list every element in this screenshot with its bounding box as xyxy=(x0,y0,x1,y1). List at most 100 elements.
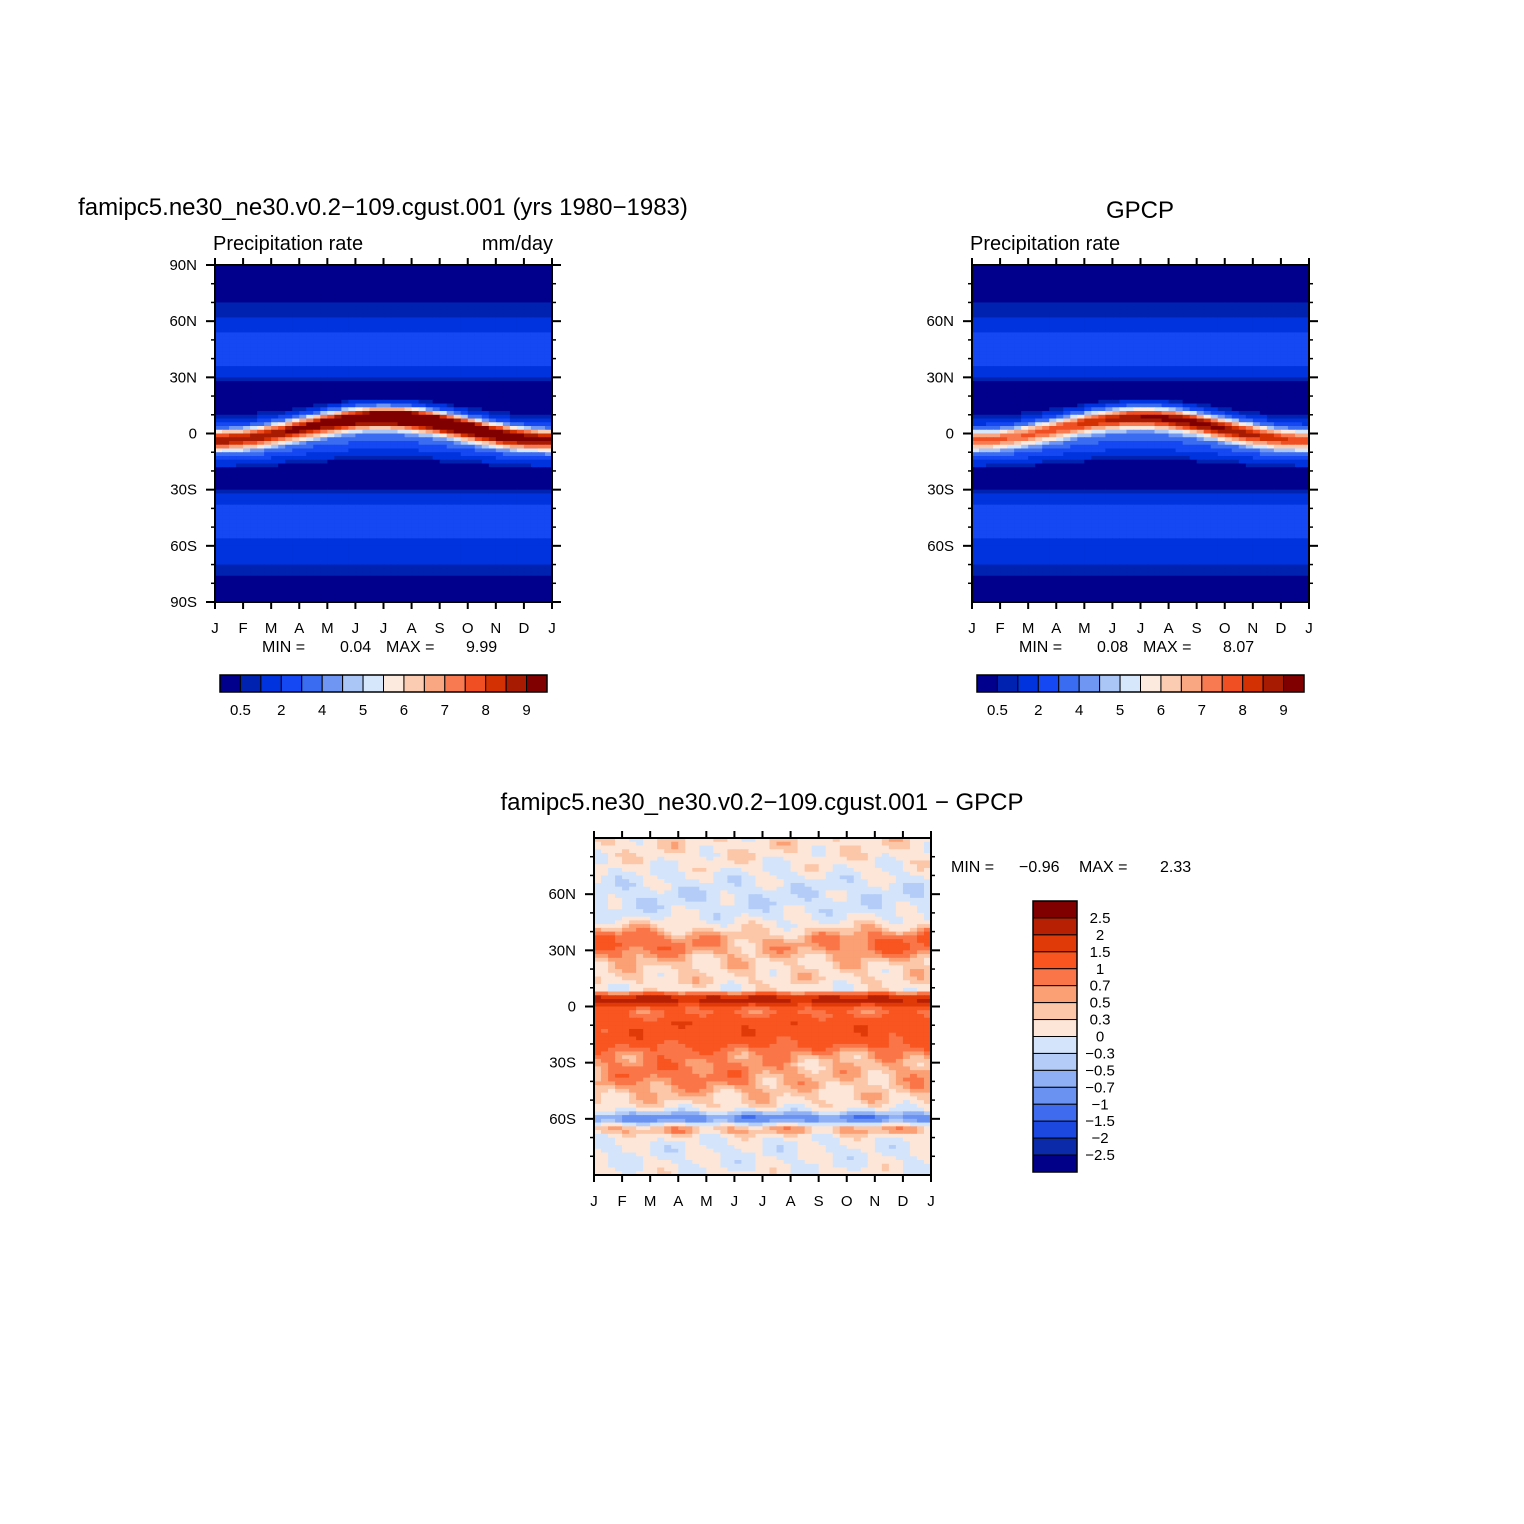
model-panel-cell xyxy=(362,309,371,315)
model-panel-cell xyxy=(509,418,518,423)
model-panel-cell xyxy=(257,519,265,524)
model-panel-cell xyxy=(292,366,300,371)
model-panel-cell xyxy=(306,313,314,319)
model-panel-cell xyxy=(369,598,378,603)
model-panel-cell xyxy=(467,467,476,472)
model-panel-cell xyxy=(432,452,441,457)
model-panel-cell xyxy=(327,414,335,420)
model-panel-cell xyxy=(460,440,469,446)
obs-panel-cell xyxy=(1035,276,1043,281)
obs-panel-cell xyxy=(1196,279,1205,285)
model-panel-cell xyxy=(271,302,279,307)
model-panel-cell xyxy=(306,336,314,341)
model-panel-cell xyxy=(327,482,335,487)
model-panel-cell xyxy=(278,500,286,506)
obs-panel-cell xyxy=(1091,306,1099,311)
model-panel-cell xyxy=(544,321,553,326)
model-panel-cell xyxy=(348,339,357,345)
model-panel-cell xyxy=(236,354,244,360)
model-panel-cell xyxy=(257,530,265,536)
model-panel-cell xyxy=(222,470,230,476)
model-panel-cell xyxy=(488,317,497,322)
model-panel-cell xyxy=(439,381,448,386)
model-panel-cell xyxy=(418,560,427,566)
model-panel-cell xyxy=(383,459,392,465)
model-panel-cell xyxy=(502,583,511,588)
model-panel-cell xyxy=(369,388,378,393)
model-panel-cell xyxy=(313,336,321,341)
obs-panel-cell xyxy=(1280,276,1289,281)
model-panel-cell xyxy=(215,440,223,446)
model-panel-cell xyxy=(453,396,462,401)
model-panel-cell xyxy=(481,452,490,457)
model-panel-cell xyxy=(495,291,504,296)
model-panel-cell xyxy=(243,332,251,337)
obs-panel-cell xyxy=(1077,306,1085,311)
model-panel-cell xyxy=(236,373,244,378)
model-panel-cell xyxy=(411,377,420,382)
model-panel-cell xyxy=(222,497,230,502)
model-panel-cell xyxy=(313,474,321,480)
model-panel-cell xyxy=(439,485,448,491)
obs-panel-cell xyxy=(1119,283,1128,289)
obs-panel-cell xyxy=(1021,268,1029,274)
model-panel-cell xyxy=(299,534,307,539)
model-panel-cell xyxy=(264,354,272,360)
model-panel-cell xyxy=(439,392,448,397)
model-panel-cell xyxy=(383,362,392,367)
model-panel-cell xyxy=(243,317,251,322)
obs-panel-cell xyxy=(972,298,980,304)
model-panel-cell xyxy=(523,519,532,524)
model-panel-cell xyxy=(488,542,497,547)
model-panel-cell xyxy=(341,422,349,427)
obs-panel-cell xyxy=(1098,265,1106,270)
model-panel-cell xyxy=(446,324,455,330)
model-panel-cell xyxy=(355,553,364,558)
model-panel-cell xyxy=(383,336,392,341)
model-panel-cell xyxy=(453,369,462,375)
model-panel-cell xyxy=(348,497,357,502)
model-panel-cell xyxy=(292,422,300,427)
model-panel-cell xyxy=(278,553,286,558)
model-panel-cell xyxy=(446,433,455,438)
obs-panel-cell xyxy=(1196,291,1205,296)
model-panel-cell xyxy=(229,276,237,281)
model-panel-cell xyxy=(411,321,420,326)
model-panel-cell xyxy=(348,291,357,296)
model-panel-cell xyxy=(348,523,357,528)
obs-panel-cell xyxy=(1245,268,1254,274)
model-panel-cell xyxy=(334,470,342,476)
model-panel-cell xyxy=(236,557,244,562)
model-panel-cell xyxy=(523,265,532,270)
model-panel-cell xyxy=(509,437,518,442)
model-panel-cell xyxy=(467,411,476,416)
model-panel-cell xyxy=(467,354,476,360)
model-panel-cell xyxy=(348,422,357,427)
model-panel-cell xyxy=(397,459,406,465)
model-panel-cell xyxy=(467,572,476,577)
model-panel-cell xyxy=(397,452,406,457)
model-panel-cell xyxy=(495,351,504,356)
model-panel-cell xyxy=(439,426,448,431)
model-panel-cell xyxy=(250,381,258,386)
model-panel-cell xyxy=(278,373,286,378)
model-panel-cell xyxy=(327,542,335,547)
model-panel-cell xyxy=(278,336,286,341)
obs-panel-cell xyxy=(1070,276,1078,281)
obs-panel-cell xyxy=(1133,283,1142,289)
model-panel-cell xyxy=(327,362,335,367)
model-panel-cell xyxy=(334,403,342,408)
model-panel-cell xyxy=(355,392,364,397)
model-panel-cell xyxy=(278,426,286,431)
model-panel-cell xyxy=(278,583,286,588)
model-panel-cell xyxy=(460,418,469,423)
model-panel-cell xyxy=(432,568,441,573)
model-panel-cell xyxy=(292,347,300,352)
model-panel-cell xyxy=(425,523,434,528)
model-panel-cell xyxy=(544,411,553,416)
model-panel-cell xyxy=(236,422,244,427)
obs-panel-cell xyxy=(1119,294,1128,300)
model-panel-cell xyxy=(215,339,223,345)
model-panel-max-value: 9.99 xyxy=(466,639,497,656)
model-panel-cell xyxy=(215,497,223,502)
